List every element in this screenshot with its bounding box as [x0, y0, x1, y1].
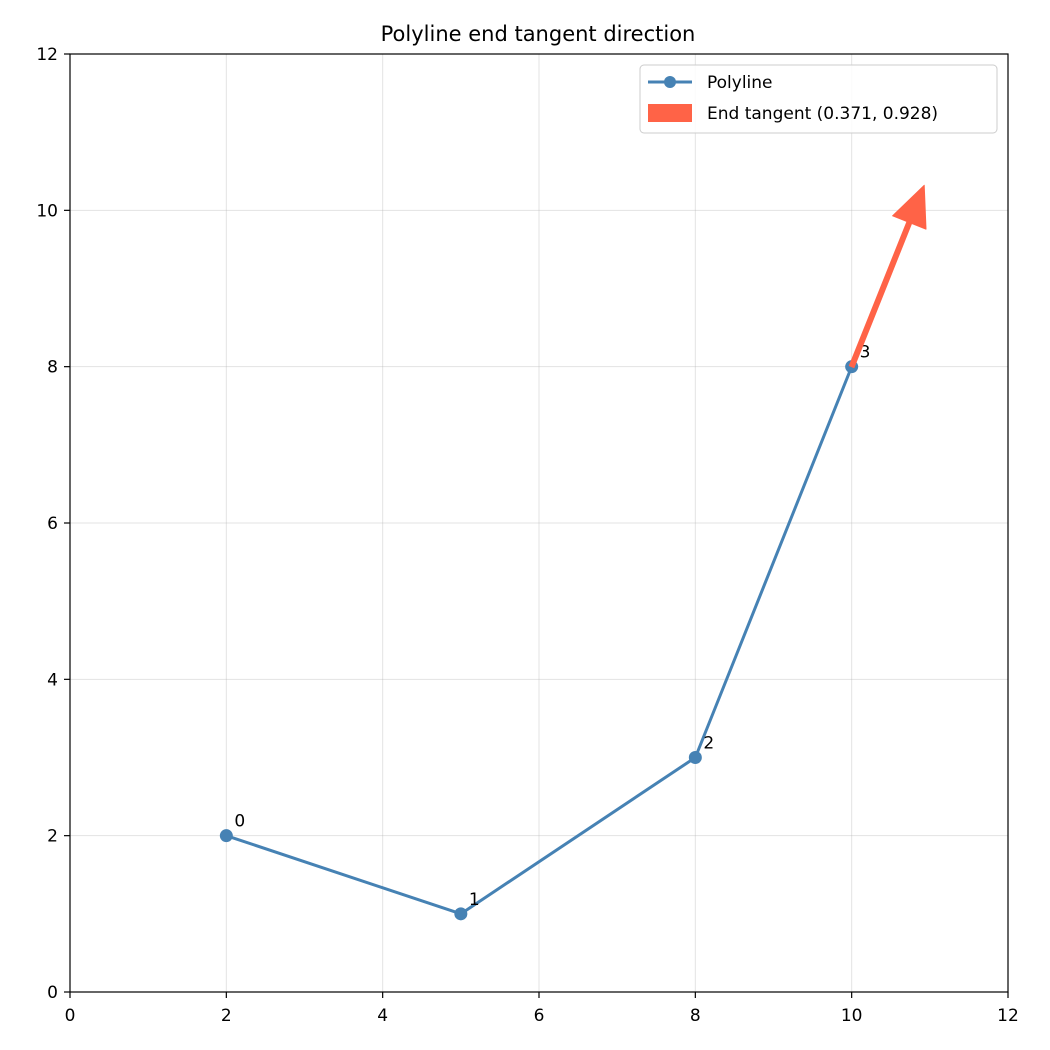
end-tangent-arrow: [848, 184, 927, 369]
x-tick-label: 2: [221, 1006, 232, 1026]
x-tick-label: 4: [377, 1006, 388, 1026]
y-tick-label: 8: [47, 358, 58, 378]
legend-marker-swatch: [664, 76, 676, 88]
legend-label-polyline: Polyline: [707, 73, 773, 93]
x-tick-label: 0: [65, 1006, 76, 1026]
polyline-vertex: [688, 751, 702, 764]
vertex-label: 1: [469, 890, 480, 910]
x-tick-label: 6: [534, 1006, 545, 1026]
y-tick-label: 10: [36, 201, 58, 221]
legend: Polyline End tangent (0.371, 0.928): [639, 64, 998, 134]
legend-arrow-swatch: [648, 104, 692, 122]
y-tick-label: 4: [47, 670, 58, 690]
chart-title: Polyline end tangent direction: [381, 22, 696, 46]
vertex-label: 2: [703, 734, 714, 754]
series-layer: 0 1 2 3: [219, 343, 871, 921]
legend-label-tangent: End tangent (0.371, 0.928): [707, 104, 938, 124]
vertex-label: 0: [234, 812, 245, 832]
y-tick-label: 12: [36, 45, 58, 65]
y-tick-label: 2: [47, 827, 58, 847]
x-tick-label: 8: [690, 1006, 701, 1026]
grid-lines: [69, 53, 1009, 993]
y-tick-label: 6: [47, 514, 58, 534]
legend-box: [639, 64, 998, 134]
x-tick-label: 10: [841, 1006, 863, 1026]
polyline-vertex: [219, 829, 233, 843]
x-tick-label: 12: [997, 1006, 1019, 1026]
vertex-label: 3: [860, 343, 871, 363]
arrow-layer: [848, 184, 927, 369]
polyline-series: [225, 366, 854, 916]
y-tick-label: 0: [47, 983, 58, 1003]
polyline-vertex: [454, 907, 468, 921]
